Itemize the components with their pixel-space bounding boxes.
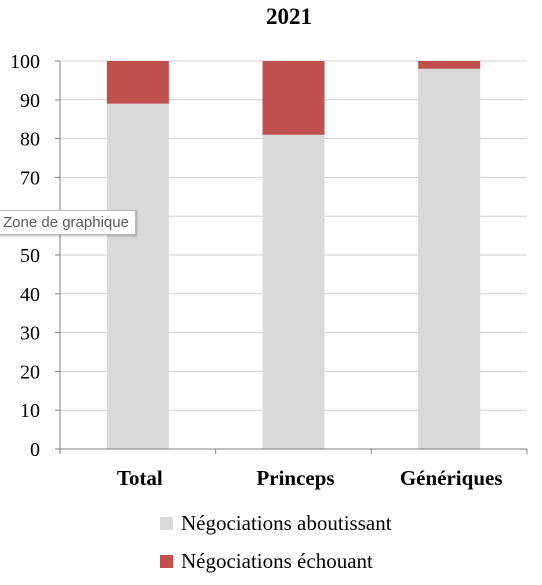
bar-echouant-1	[262, 61, 325, 135]
y-tick-label: 100	[10, 51, 40, 73]
y-tick-label: 0	[30, 439, 40, 461]
chart-area-tooltip: Zone de graphique	[0, 210, 136, 235]
bar-echouant-0	[106, 61, 169, 104]
y-tick-label: 50	[20, 245, 40, 267]
legend-label: Négociations aboutissant	[181, 511, 392, 535]
x-tick-label: Princeps	[256, 466, 334, 490]
y-tick-label: 20	[20, 361, 40, 383]
bar-aboutissant-1	[262, 134, 325, 449]
bars	[106, 61, 481, 450]
y-tick-label: 80	[20, 129, 40, 151]
y-tick-label: 10	[20, 400, 40, 422]
legend-label: Négociations échouant	[181, 549, 373, 573]
y-tick-label: 90	[20, 90, 40, 112]
y-tick-label: 40	[20, 284, 40, 306]
y-tick-labels: 0102030405060708090100	[10, 51, 40, 461]
legend-swatch	[160, 517, 173, 530]
legend: Négociations aboutissant Négociations éch…	[160, 511, 392, 573]
x-tick-labels: Total Princeps Génériques	[117, 466, 503, 490]
bar-aboutissant-0	[106, 103, 169, 450]
axes	[55, 60, 528, 454]
bar-echouant-2	[418, 61, 481, 69]
x-tick-label: Génériques	[400, 466, 503, 490]
y-tick-label: 70	[20, 167, 40, 189]
chart-title: 2021	[266, 4, 312, 29]
bar-aboutissant-2	[418, 68, 481, 449]
y-tick-label: 30	[20, 323, 40, 345]
x-tick-label: Total	[117, 466, 163, 490]
legend-swatch	[160, 555, 173, 568]
